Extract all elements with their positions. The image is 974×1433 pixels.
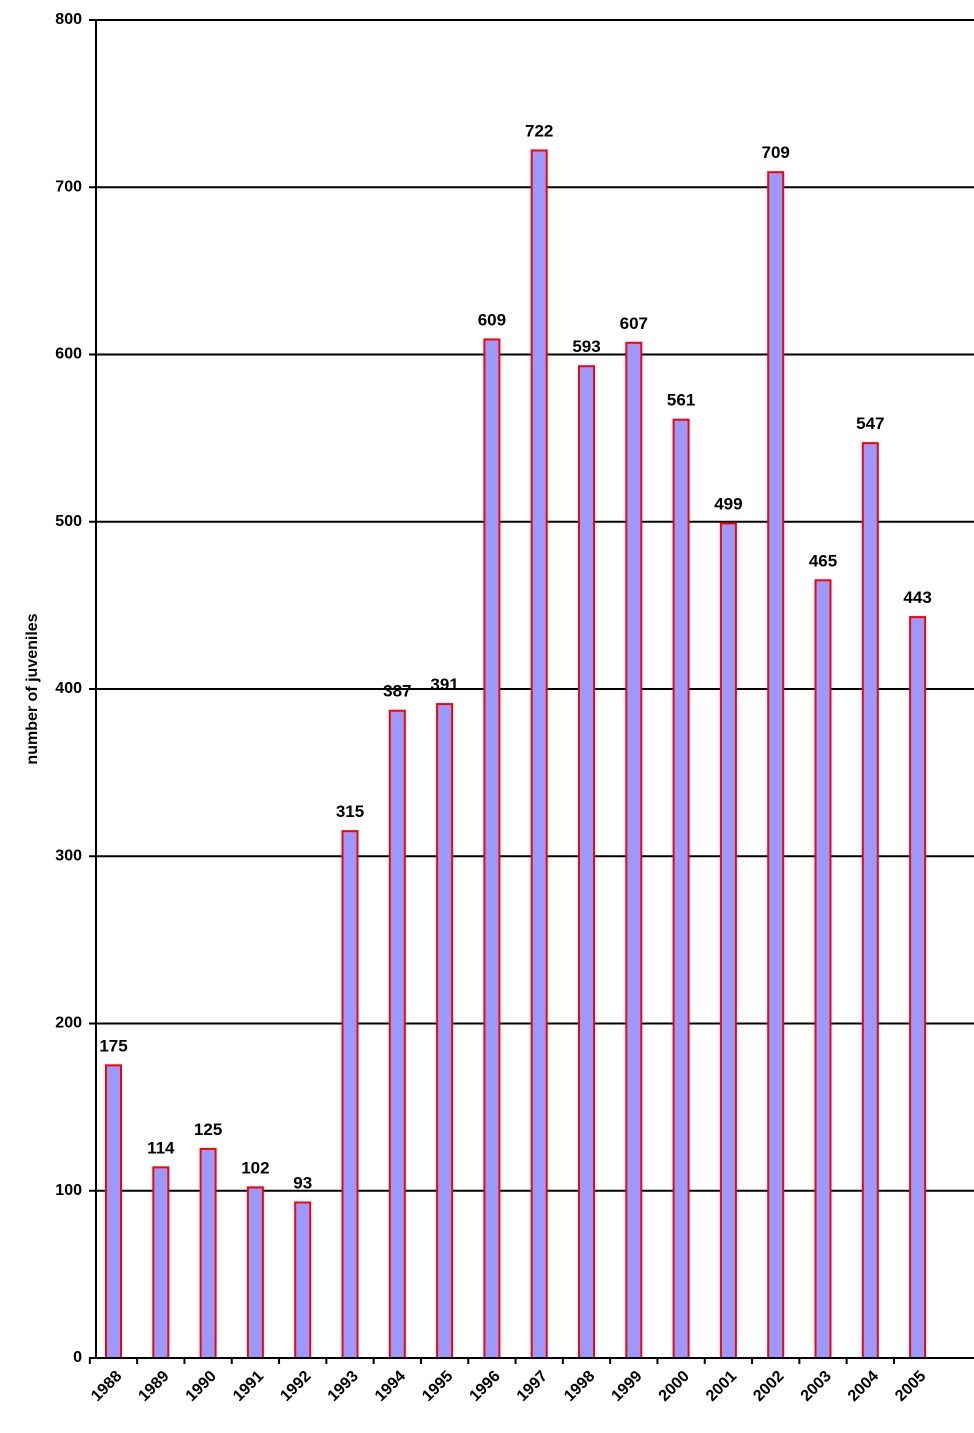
data-label-1990: 125 — [194, 1120, 222, 1139]
x-tick-label-2005: 2005 — [892, 1368, 929, 1405]
bar-1993 — [341, 830, 359, 1359]
data-label-1997: 722 — [525, 121, 553, 140]
x-tick-label-1994: 1994 — [372, 1368, 409, 1405]
x-tick-label-2000: 2000 — [656, 1368, 693, 1405]
x-tick-label-2004: 2004 — [845, 1368, 882, 1405]
bar-1992 — [294, 1201, 312, 1360]
bar-2004 — [861, 442, 879, 1359]
x-tick-label-1992: 1992 — [277, 1368, 314, 1405]
y-axis-title: number of juveniles — [24, 613, 41, 764]
bar-1988 — [105, 1064, 122, 1359]
axes — [95, 20, 974, 1359]
y-tick-label: 400 — [55, 680, 82, 697]
y-tick-label: 100 — [55, 1182, 82, 1199]
data-label-1988: 175 — [99, 1036, 127, 1055]
data-label-1994: 387 — [383, 682, 411, 701]
y-tick-label: 0 — [73, 1349, 82, 1366]
data-label-1998: 593 — [572, 337, 600, 356]
x-tick-label-2001: 2001 — [703, 1368, 740, 1405]
y-tick-label: 200 — [55, 1015, 82, 1032]
bar-2001 — [719, 522, 737, 1359]
x-tick-label-1997: 1997 — [514, 1368, 551, 1405]
data-label-2000: 561 — [667, 391, 695, 410]
bar-1995 — [436, 703, 454, 1359]
data-label-1993: 315 — [336, 802, 364, 821]
bar-2003 — [814, 579, 832, 1359]
bar-1998 — [578, 365, 595, 1359]
bar-2002 — [767, 171, 785, 1359]
data-label-2002: 709 — [762, 143, 790, 162]
bar-2000 — [672, 418, 690, 1360]
x-tick-label-1989: 1989 — [135, 1368, 172, 1405]
data-label-1995: 391 — [430, 675, 458, 694]
x-tick-label-1991: 1991 — [230, 1368, 267, 1405]
x-tick-label-2002: 2002 — [750, 1368, 787, 1405]
x-tick-label-1990: 1990 — [183, 1368, 220, 1405]
x-tick-label-1999: 1999 — [608, 1368, 645, 1405]
y-tick-label: 600 — [55, 346, 82, 363]
data-labels: 175 114 125 102 93 315 387 391 609 722 593 607 561 49… — [99, 121, 931, 1192]
x-tick-label-1993: 1993 — [325, 1368, 362, 1405]
bars — [105, 149, 927, 1360]
data-label-2005: 443 — [903, 588, 931, 607]
data-label-1996: 609 — [478, 310, 506, 329]
x-tick-label-2003: 2003 — [798, 1368, 835, 1405]
y-tick-label: 700 — [55, 178, 82, 195]
bar-1991 — [246, 1186, 264, 1360]
bar-2005 — [909, 616, 927, 1359]
bar-1989 — [152, 1166, 170, 1359]
bar-1999 — [625, 341, 643, 1360]
data-label-2003: 465 — [809, 551, 837, 570]
x-tick-label-1996: 1996 — [467, 1368, 504, 1405]
x-tick-label-1988: 1988 — [88, 1368, 125, 1405]
y-tick-label: 300 — [55, 847, 82, 864]
data-label-2001: 499 — [714, 494, 742, 513]
bar-1997 — [530, 149, 548, 1360]
data-label-1999: 607 — [620, 314, 648, 333]
x-tick-label-1998: 1998 — [561, 1368, 598, 1405]
data-label-1989: 114 — [147, 1138, 175, 1157]
bar-1994 — [388, 709, 406, 1359]
bar-1996 — [483, 338, 501, 1359]
y-tick-label: 500 — [55, 513, 82, 530]
x-tick-label-1995: 1995 — [419, 1368, 456, 1405]
data-label-1991: 102 — [241, 1158, 269, 1177]
bar-1990 — [199, 1147, 217, 1359]
data-label-1992: 93 — [293, 1173, 312, 1192]
data-label-2004: 547 — [856, 414, 884, 433]
x-tick-labels: 1988 1989 1990 1991 1992 1993 1994 1995 1996 1997… — [88, 1368, 929, 1405]
y-tick-labels: 0 100 200 300 400 500 600 700 800 — [55, 11, 82, 1366]
y-tick-label: 800 — [55, 11, 82, 28]
